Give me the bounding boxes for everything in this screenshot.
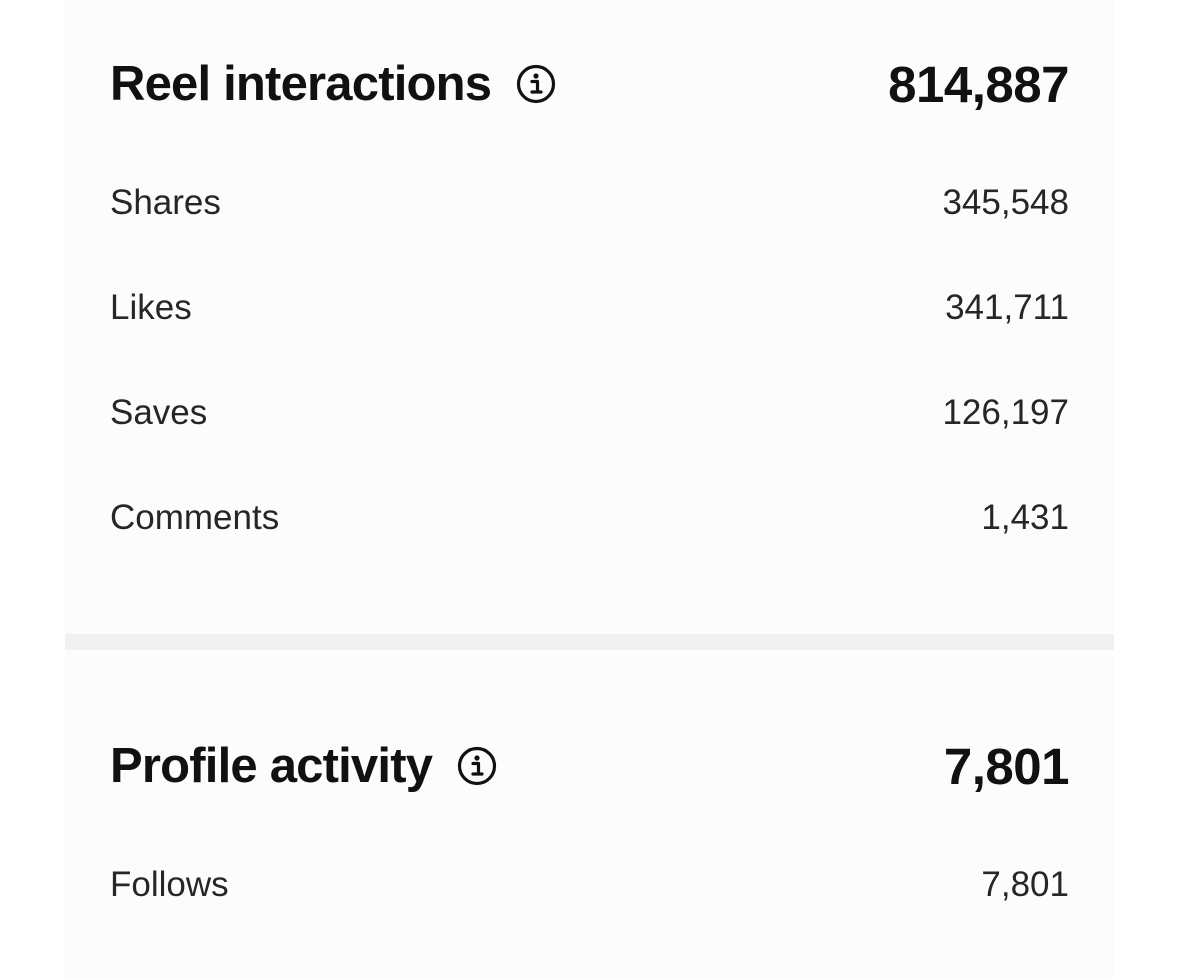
profile-activity-title: Profile activity <box>110 739 433 793</box>
profile-activity-total: 7,801 <box>943 737 1070 795</box>
metric-label: Follows <box>110 865 229 904</box>
metric-label: Likes <box>110 288 192 327</box>
metric-row-shares: Shares 345,548 <box>110 178 1069 228</box>
reel-interactions-title: Reel interactions <box>110 57 492 111</box>
info-icon[interactable] <box>456 745 498 787</box>
profile-activity-header: Profile activity 7,801 <box>110 736 1070 796</box>
metric-value: 345,548 <box>942 183 1069 222</box>
reel-interactions-total: 814,887 <box>888 55 1069 113</box>
reel-interactions-header: Reel interactions 814,887 <box>110 54 1069 114</box>
metric-value: 126,197 <box>942 393 1069 432</box>
metric-row-likes: Likes 341,711 <box>110 283 1069 333</box>
section-divider <box>65 634 1114 650</box>
metric-label: Saves <box>110 393 208 432</box>
info-icon[interactable] <box>515 63 557 105</box>
metric-value: 1,431 <box>981 498 1069 537</box>
reel-interactions-section: Reel interactions 814,887 Shares 345,548… <box>65 0 1114 634</box>
metric-value: 341,711 <box>945 288 1069 327</box>
reel-interactions-title-group: Reel interactions <box>110 56 557 112</box>
metric-label: Shares <box>110 183 221 222</box>
profile-activity-title-group: Profile activity <box>110 738 498 794</box>
metric-row-comments: Comments 1,431 <box>110 493 1069 543</box>
profile-activity-section: Profile activity 7,801 Follows 7,801 <box>65 650 1114 978</box>
metric-row-follows: Follows 7,801 <box>110 860 1069 910</box>
metric-row-saves: Saves 126,197 <box>110 388 1069 438</box>
metric-label: Comments <box>110 498 280 537</box>
metric-value: 7,801 <box>981 865 1069 904</box>
